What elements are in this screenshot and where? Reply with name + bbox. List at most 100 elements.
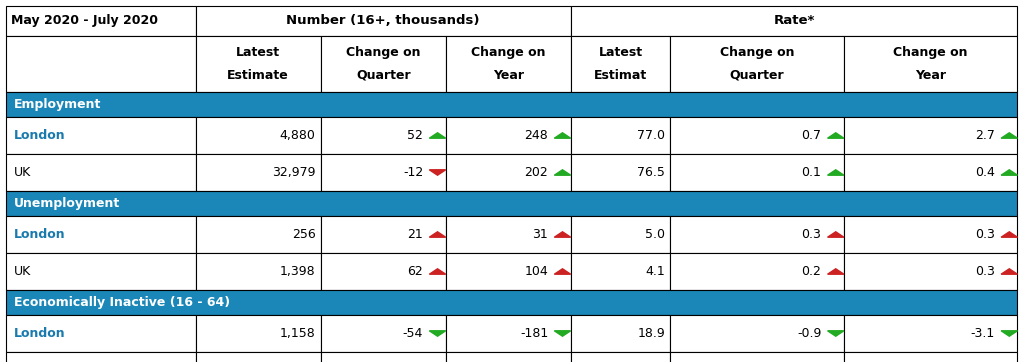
Bar [6,352,196,362]
Text: Rate*: Rate* [773,14,815,28]
Bar [671,154,844,191]
Bar [671,253,844,290]
Bar [671,117,844,154]
Polygon shape [554,133,570,138]
Bar [844,36,1018,92]
Bar [196,352,321,362]
Bar [844,315,1018,352]
Bar [196,315,321,352]
Polygon shape [554,170,570,175]
Text: 18.9: 18.9 [638,327,666,340]
Text: Latest: Latest [598,46,643,59]
Text: 4.1: 4.1 [645,265,666,278]
Bar [6,36,196,92]
Text: 1,398: 1,398 [280,265,315,278]
Text: Unemployment: Unemployment [14,197,121,210]
Text: -54: -54 [402,327,423,340]
Text: 4,880: 4,880 [280,129,315,142]
Text: Employment: Employment [14,98,101,111]
Bar [570,352,671,362]
Text: Quarter: Quarter [730,69,784,82]
Bar [321,154,445,191]
Bar [321,117,445,154]
Bar [570,117,671,154]
Bar [570,36,671,92]
Bar [671,352,844,362]
Bar [6,92,1018,117]
Text: Year: Year [493,69,523,82]
Bar [570,154,671,191]
Text: 104: 104 [524,265,548,278]
Text: May 2020 - July 2020: May 2020 - July 2020 [11,14,158,28]
Bar [196,6,570,36]
Polygon shape [827,331,844,336]
Bar [570,315,671,352]
Text: -12: -12 [402,166,423,179]
Bar [6,154,196,191]
Text: Change on: Change on [720,46,795,59]
Bar [570,6,1018,36]
Text: London: London [14,327,66,340]
Text: London: London [14,129,66,142]
Text: Latest: Latest [237,46,281,59]
Bar [671,36,844,92]
Text: 76.5: 76.5 [637,166,666,179]
Text: 5.0: 5.0 [645,228,666,241]
Bar [445,117,570,154]
Bar [196,216,321,253]
Polygon shape [1001,269,1018,274]
Bar [6,6,196,36]
Bar [6,117,196,154]
Polygon shape [1001,331,1018,336]
Bar [844,216,1018,253]
Polygon shape [1001,232,1018,237]
Polygon shape [1001,170,1018,175]
Text: 31: 31 [532,228,548,241]
Bar [321,253,445,290]
Bar [445,253,570,290]
Text: 0.3: 0.3 [975,265,995,278]
Text: London: London [14,228,66,241]
Text: 21: 21 [408,228,423,241]
Polygon shape [554,232,570,237]
Bar [196,253,321,290]
Text: Year: Year [915,69,946,82]
Bar [671,315,844,352]
Text: 32,979: 32,979 [272,166,315,179]
Bar [445,216,570,253]
Text: 248: 248 [524,129,548,142]
Text: Change on: Change on [894,46,968,59]
Bar [570,216,671,253]
Polygon shape [827,232,844,237]
Text: 77.0: 77.0 [637,129,666,142]
Text: -3.1: -3.1 [971,327,995,340]
Text: -0.9: -0.9 [797,327,821,340]
Text: UK: UK [14,166,32,179]
Polygon shape [827,269,844,274]
Bar [6,253,196,290]
Text: 52: 52 [408,129,423,142]
Bar [844,352,1018,362]
Polygon shape [554,269,570,274]
Text: UK: UK [14,265,32,278]
Bar [6,216,196,253]
Bar [196,36,321,92]
Bar [844,117,1018,154]
Bar [6,315,196,352]
Bar [321,315,445,352]
Text: 0.3: 0.3 [802,228,821,241]
Text: Change on: Change on [346,46,421,59]
Bar [6,191,1018,216]
Text: 62: 62 [408,265,423,278]
Bar [844,154,1018,191]
Bar [445,36,570,92]
Polygon shape [429,269,445,274]
Polygon shape [429,133,445,138]
Text: 0.4: 0.4 [975,166,995,179]
Text: 202: 202 [524,166,548,179]
Text: Estimat: Estimat [594,69,647,82]
Polygon shape [1001,133,1018,138]
Text: Number (16+, thousands): Number (16+, thousands) [287,14,480,28]
Text: Estimate: Estimate [227,69,289,82]
Text: Economically Inactive (16 - 64): Economically Inactive (16 - 64) [14,296,230,309]
